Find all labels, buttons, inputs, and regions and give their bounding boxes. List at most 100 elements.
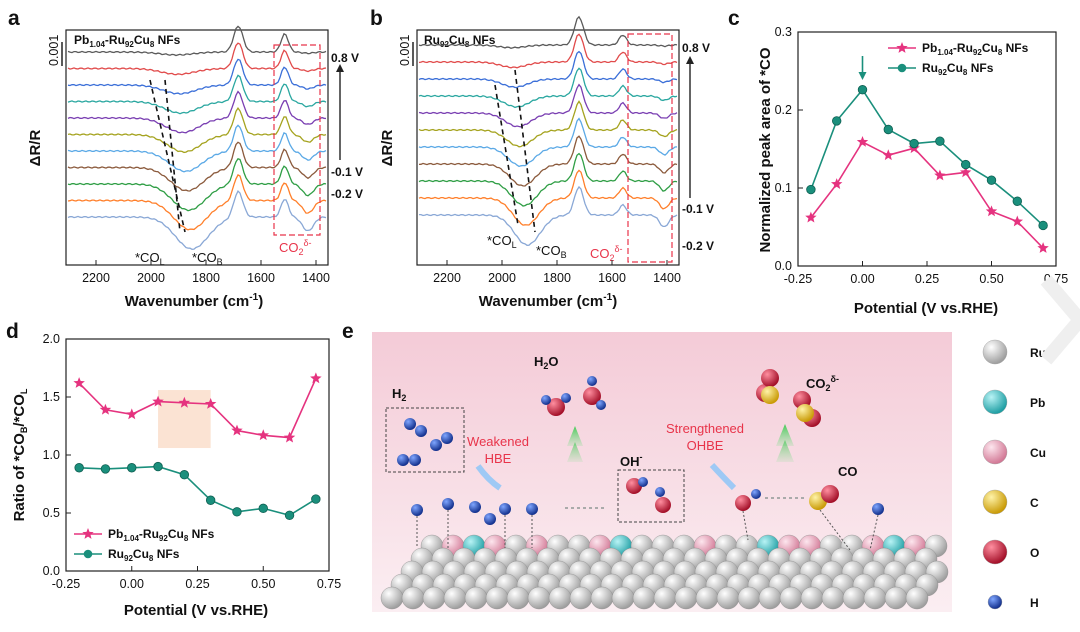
panel-a-peak-col: *COL xyxy=(135,250,165,267)
panel-b-spectrum xyxy=(418,100,678,148)
panel-d-data-point xyxy=(179,470,190,480)
panel-d-data-point xyxy=(204,398,217,409)
panel-b-xtick-label: 2200 xyxy=(433,271,461,285)
panel-c-xlabel: Potential (V vs.RHE) xyxy=(854,300,998,317)
panel-d-xtick-label: 0.25 xyxy=(185,577,209,591)
panel-a-frame xyxy=(65,29,329,266)
panel-d-xlabel: Potential (V vs.RHE) xyxy=(124,602,268,619)
slab-atom xyxy=(821,586,845,610)
panel-a-xtick-label: 1800 xyxy=(192,271,220,285)
panel-d-xtick-label: 0.75 xyxy=(317,577,341,591)
h2-box xyxy=(385,407,465,473)
slab-atom xyxy=(527,586,551,610)
weakened-label: Weakened xyxy=(467,434,529,449)
panel-b-potential-top: 0.8 V xyxy=(682,41,710,55)
legend-label-cu: Cu xyxy=(1030,446,1046,460)
panel-a-xlabel: Wavenumber (cm-1) xyxy=(125,292,263,310)
slab-atom xyxy=(401,586,425,610)
panel-d-data-point xyxy=(100,464,111,474)
panel-a-spectrum xyxy=(67,58,327,95)
slab-atom xyxy=(380,586,404,610)
panel-d-data-point xyxy=(284,510,295,521)
panel-d-data-point xyxy=(153,461,163,472)
panel-b-spectrum xyxy=(418,152,678,207)
panel-c-data-point xyxy=(831,178,843,189)
panel-a-spectrum xyxy=(67,174,327,231)
panel-a-xticks: 2200 2000 1800 1600 1400 xyxy=(82,260,330,285)
panel-d-legend-label: Ru92Cu8 NFs xyxy=(108,547,180,563)
panel-c-xtick-label: -0.25 xyxy=(784,272,813,286)
panel-a-arrow-head xyxy=(336,64,344,72)
legend-label-c: C xyxy=(1030,496,1039,510)
slab-atom xyxy=(485,586,509,610)
panel-b-cob-guide xyxy=(514,69,536,233)
panel-a-spectra xyxy=(67,25,327,250)
panel-d-data-point xyxy=(73,377,85,388)
hbe-label: HBE xyxy=(485,451,512,466)
panel-c-data-point xyxy=(1038,220,1048,231)
panel-c-data-point xyxy=(986,175,997,185)
panel-d-legend-marker xyxy=(83,549,93,559)
panel-c: c Normalized peak area of *CO -0.25 0.00 0… xyxy=(728,7,1068,317)
panel-c-data-point xyxy=(1037,242,1049,253)
panel-d-data-point xyxy=(205,495,216,505)
panel-a-spectrum xyxy=(67,42,327,76)
slab-atom xyxy=(548,586,572,610)
panel-d: d Ratio of *COB/*COL -0.25 0.00 0.25 0.50 0.… xyxy=(6,320,341,619)
panel-c-data-point xyxy=(961,159,971,170)
co2-molecules xyxy=(756,369,821,427)
panel-d-data-point xyxy=(99,403,112,415)
panel-c-data-point xyxy=(985,205,998,217)
panel-b-region-label: CO2δ- xyxy=(590,244,623,263)
legend-label-h: H xyxy=(1030,596,1039,610)
slab-atom xyxy=(611,586,635,610)
panel-b-ylabel: ΔR/R xyxy=(379,130,396,167)
panel-d-data-point xyxy=(178,396,191,408)
h2o-label: H2O xyxy=(534,354,559,371)
slab-atom xyxy=(863,586,887,610)
panel-d-ytick-label: 1.5 xyxy=(43,390,60,404)
panel-a-ylabel: ΔR/R xyxy=(27,130,44,167)
panel-d-xtick-label: -0.25 xyxy=(52,577,81,591)
panel-b-sample: Ru92Cu8 NFs xyxy=(424,33,496,49)
panel-b-spectra xyxy=(418,15,678,246)
panel-a-potential-top: 0.8 V xyxy=(331,51,359,65)
panel-a-co2-box xyxy=(273,44,321,236)
legend-atom-cu xyxy=(982,439,1008,465)
panel-d-data-point xyxy=(74,463,84,473)
panel-a-region-label: CO2δ- xyxy=(279,238,312,257)
panel-b-peak-col: *COL xyxy=(487,233,517,250)
panel-c-legend-marker xyxy=(896,42,908,53)
panel-c-ytick-label: 0.1 xyxy=(775,181,792,195)
panel-b-spectrum xyxy=(418,135,678,187)
panel-d-ytick-label: 2.0 xyxy=(43,332,60,346)
panel-c-data-point xyxy=(882,149,894,161)
panel-b-scale: 0.001 xyxy=(398,35,412,66)
slab-atom xyxy=(737,586,761,610)
panel-c-data-point xyxy=(805,211,817,223)
panel-d-label: d xyxy=(6,320,19,343)
panel-c-legend-marker xyxy=(897,63,907,73)
hbe-arrow xyxy=(475,464,502,491)
panel-d-series-line xyxy=(79,465,317,517)
panel-a-col-guide xyxy=(164,79,181,233)
panel-c-series-line xyxy=(810,140,1044,249)
panel-d-legend-label: Pb1.04-Ru92Cu8 NFs xyxy=(108,527,215,543)
slab-atom xyxy=(800,586,824,610)
panel-b-co2-box xyxy=(627,33,673,263)
panel-a-peak-cob: *COB xyxy=(192,250,223,267)
legend-atom-ru xyxy=(982,339,1008,365)
panel-a-spectrum xyxy=(67,141,327,192)
panel-b-spectrum xyxy=(418,117,678,168)
oh-label: OH- xyxy=(620,452,643,469)
legend-label-o: O xyxy=(1030,546,1039,560)
panel-a-spectrum xyxy=(67,158,327,212)
panel-c-series-line xyxy=(810,88,1044,226)
panel-b-spectrum xyxy=(419,185,678,246)
panel-c-ytick-label: 0.0 xyxy=(775,259,792,273)
panel-c-data-point xyxy=(1012,196,1023,206)
panel-b-xlabel: Wavenumber (cm-1) xyxy=(479,292,617,310)
legend-atom-pb xyxy=(982,389,1008,415)
co-label: CO xyxy=(838,464,858,479)
